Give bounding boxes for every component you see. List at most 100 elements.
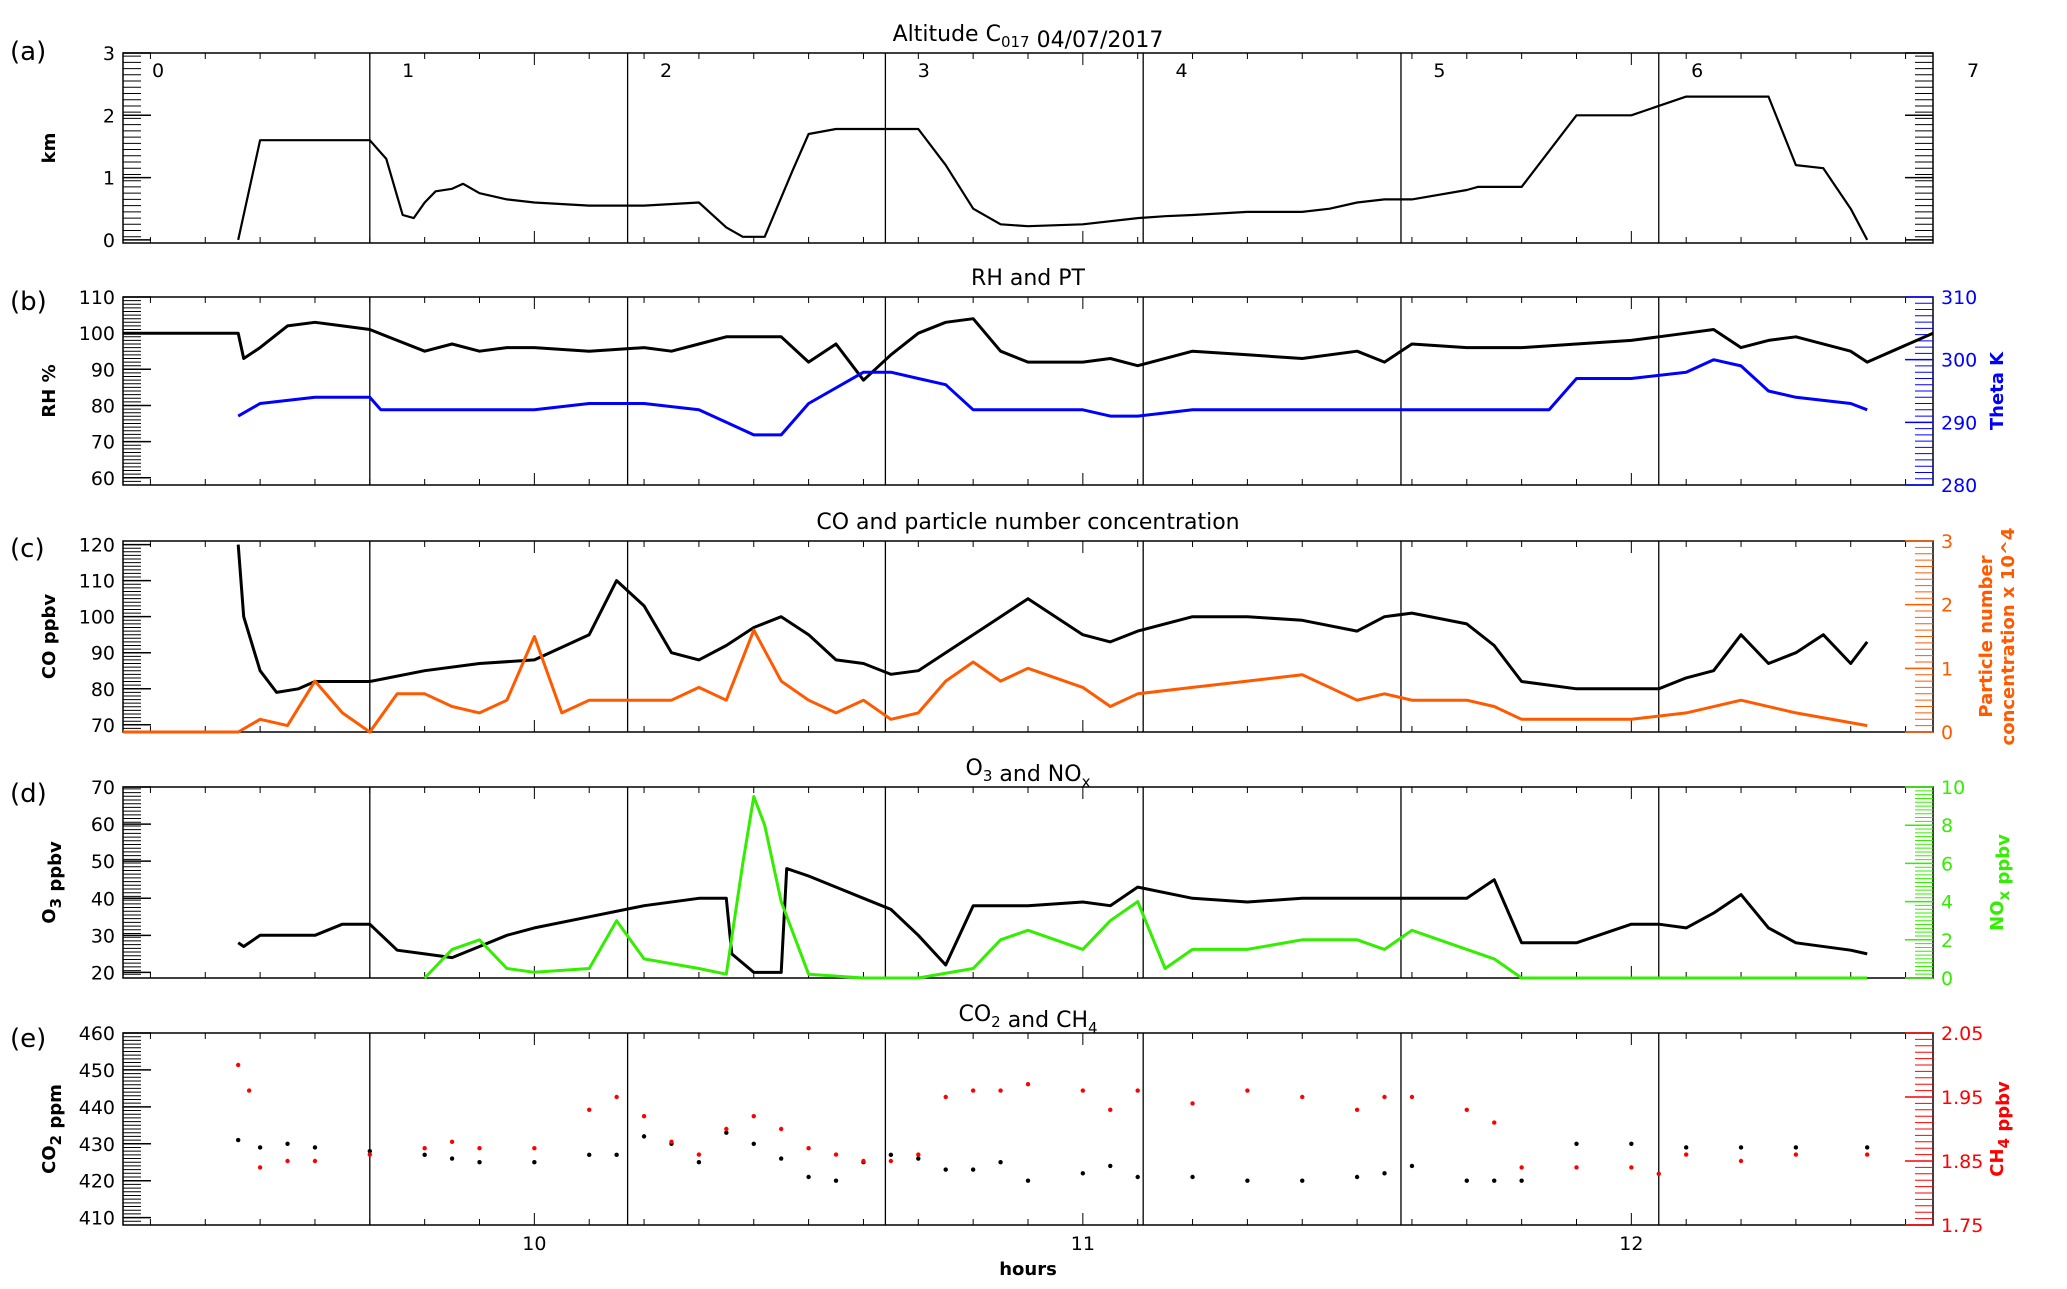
data-point [1409,1094,1415,1100]
data-point [614,1094,619,1100]
data-point [806,1146,811,1151]
y2-tick-label: 1.75 [1941,1215,1983,1237]
data-point [641,1114,647,1119]
data-point [641,1134,647,1139]
data-point [257,1165,263,1170]
data-point [861,1158,866,1164]
y2-tick-label: 300 [1941,350,1977,372]
series-line [123,628,1868,734]
y2-tick-label: 290 [1941,412,1977,434]
y2-tick-label: 0 [1941,722,1953,744]
y-axis-label: km [39,133,60,164]
data-point [943,1167,948,1172]
data-point [367,1148,373,1154]
data-point [235,1062,241,1068]
y-tick-label: 1 [103,168,115,190]
y2-tick-label: 2.05 [1941,1023,1983,1045]
series-line [237,867,1868,974]
data-point [833,1152,839,1157]
data-point [257,1145,263,1150]
data-point [778,1156,784,1161]
data-point [1245,1088,1250,1093]
data-point [1864,1145,1870,1150]
data-point [1464,1178,1469,1183]
scatter-series [235,1062,1870,1177]
series-line [236,544,1869,694]
data-point [1738,1158,1744,1164]
data-point [970,1088,976,1093]
data-point [724,1130,729,1135]
y2-tick-label: 3 [1941,531,1953,553]
y-tick-label: 40 [91,888,115,910]
y2-tick-label: 1 [1941,658,1953,680]
data-point [1464,1107,1469,1113]
data-point [943,1094,948,1100]
x-tick-label: 10 [522,1233,546,1255]
series-line [123,317,1934,382]
y-tick-label: 0 [103,230,115,252]
segment-number: 3 [918,60,930,82]
data-point [532,1146,537,1151]
data-point [1864,1152,1870,1157]
y-tick-label: 2 [103,105,115,127]
data-point [246,1088,252,1093]
y2-axis-label: CH4 ppbv [1987,1081,2014,1177]
data-point [833,1178,839,1183]
data-point [1629,1165,1634,1170]
data-point [1354,1107,1360,1113]
y2-tick-label: 1.85 [1941,1151,1983,1173]
y2-axis-label: Particle numberconcentration x 10^4 [1976,528,2019,746]
panel-letter: (a) [10,37,46,67]
x-tick-label: 11 [1071,1233,1095,1255]
data-point [1656,1171,1661,1177]
data-point [285,1141,290,1146]
y-tick-label: 80 [91,395,115,417]
data-point [1025,1082,1031,1087]
data-point [888,1152,894,1158]
data-point [1519,1178,1524,1183]
data-point [1025,1178,1031,1183]
data-point [751,1141,756,1146]
y-tick-label: 80 [91,679,115,701]
plot-frame [122,52,1934,244]
y2-tick-label: 2 [1941,595,1953,617]
data-point [778,1126,784,1132]
plot-frame [122,1032,1934,1226]
data-point [367,1152,373,1157]
panel-letter: (d) [10,779,47,809]
y2-tick-label: 10 [1941,777,1965,799]
data-point [916,1152,921,1157]
data-point [312,1145,318,1150]
data-point [1574,1141,1579,1146]
panel-letter: (b) [10,287,47,317]
data-point [1300,1178,1305,1183]
panel-title: CO2 and CH4 [958,1002,1097,1037]
data-point [724,1126,729,1132]
data-point [1108,1107,1113,1113]
data-point [669,1139,674,1145]
data-point [477,1146,482,1151]
data-point [1629,1141,1634,1146]
y-tick-label: 60 [91,814,115,836]
series-line [237,95,1869,241]
panel-letter: (e) [10,1024,46,1054]
data-point [1793,1152,1799,1157]
data-point [312,1158,318,1164]
y-tick-label: 60 [91,468,115,490]
y-tick-label: 440 [79,1097,115,1119]
y-tick-label: 70 [91,777,115,799]
data-point [888,1158,894,1164]
y2-tick-label: 2 [1941,930,1953,952]
y2-axis-label: NOx ppbv [1987,834,2014,931]
panel-co2-ch4: (e) CO2 and CH4 410 420 430 440 450 460 CO2 ppm 1… [10,1002,2014,1237]
y-axis-label: O3 ppbv [39,841,66,924]
data-point [1354,1174,1360,1180]
data-point [449,1156,455,1161]
data-point [1108,1163,1113,1169]
data-point [1190,1174,1195,1180]
data-point [1190,1101,1195,1106]
data-point [477,1160,482,1165]
y-tick-label: 460 [79,1023,115,1045]
y-tick-label: 50 [91,851,115,873]
